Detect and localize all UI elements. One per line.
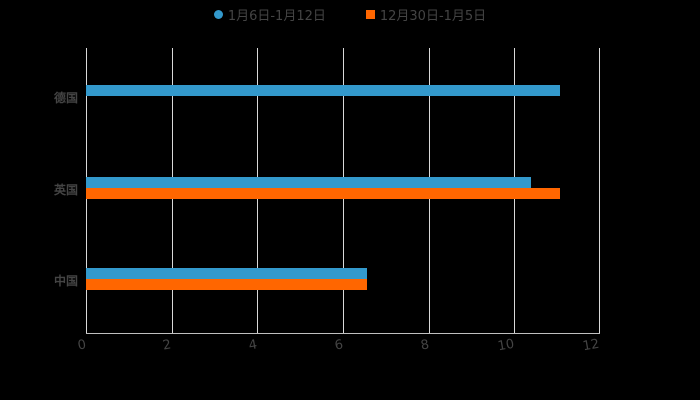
y-label-germany: 德国 xyxy=(53,91,78,105)
x-tick-label: 4 xyxy=(247,337,259,354)
bar-china-series-2[interactable] xyxy=(86,279,367,290)
x-axis-line xyxy=(86,333,600,334)
legend-marker-square-icon xyxy=(365,9,375,19)
legend-item-series-2[interactable]: 12月30日-1月5日 xyxy=(365,5,487,24)
x-tick-label: 0 xyxy=(76,337,88,354)
legend-marker-circle-icon xyxy=(213,9,223,19)
x-tick-label: 2 xyxy=(161,337,173,354)
x-tick-label: 12 xyxy=(581,336,601,355)
legend-item-series-1[interactable]: 1月6日-1月12日 xyxy=(213,5,326,24)
gridline xyxy=(599,48,600,334)
chart-legend: 1月6日-1月12日 12月30日-1月5日 xyxy=(0,4,700,24)
legend-label: 12月30日-1月5日 xyxy=(379,8,487,24)
bar-uk-series-2[interactable] xyxy=(86,188,560,199)
y-label-china: 中国 xyxy=(53,274,78,288)
legend-label: 1月6日-1月12日 xyxy=(227,8,326,24)
bar-germany-series-1[interactable] xyxy=(86,85,560,96)
bar-china-series-1[interactable] xyxy=(86,268,367,279)
x-tick-label: 8 xyxy=(419,337,431,354)
bar-uk-series-1[interactable] xyxy=(86,177,531,188)
y-label-uk: 英国 xyxy=(53,183,78,197)
x-tick-label: 10 xyxy=(496,336,516,355)
plot-area xyxy=(86,48,600,334)
x-tick-label: 6 xyxy=(333,337,345,354)
